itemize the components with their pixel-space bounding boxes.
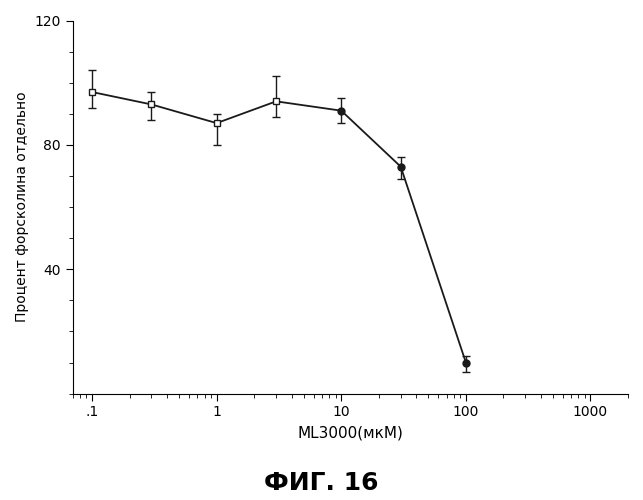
Text: ФИГ. 16: ФИГ. 16 <box>264 471 379 495</box>
Y-axis label: Процент форсколина отдельно: Процент форсколина отдельно <box>15 92 29 322</box>
X-axis label: ML3000(мкМ): ML3000(мкМ) <box>298 425 403 440</box>
